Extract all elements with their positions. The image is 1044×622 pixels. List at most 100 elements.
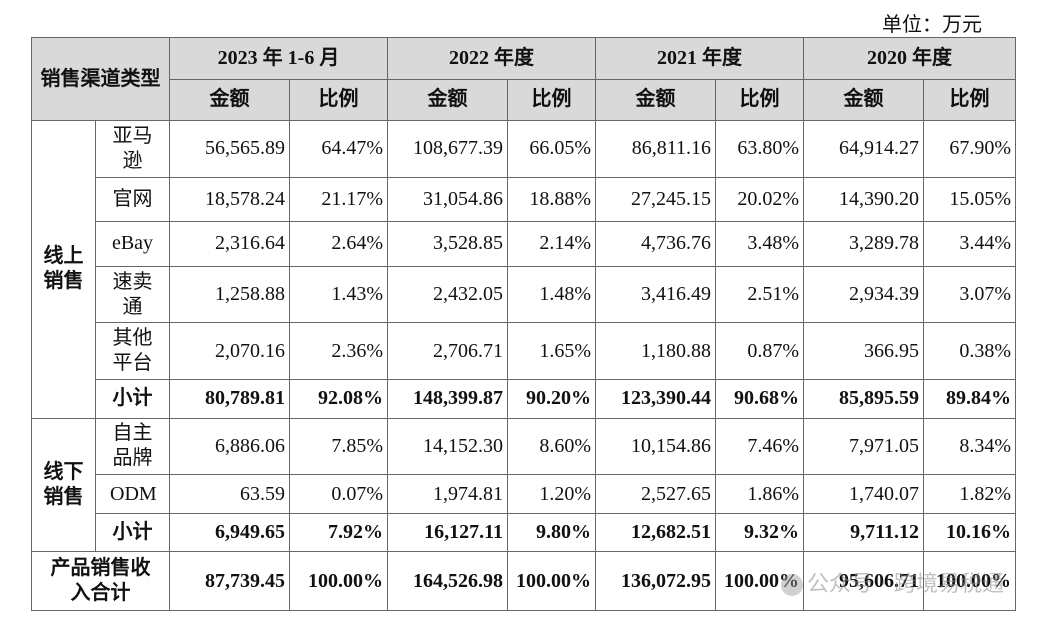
subtotal-row: 小计 80,789.81 92.08% 148,399.87 90.20% 123,390…	[32, 379, 1017, 419]
table-cell: 3.44%	[923, 221, 1017, 267]
table-cell: 2,934.39	[803, 265, 925, 324]
header-ratio: 比例	[923, 78, 1017, 121]
subtotal-cell: 16,127.11	[387, 512, 509, 553]
header-period: 2023 年 1-6 月	[168, 37, 389, 80]
channel-name: 其他平台	[95, 322, 170, 381]
subtotal-cell: 90.68%	[715, 379, 805, 419]
table-cell: 1.65%	[507, 322, 597, 381]
table-cell: 2,070.16	[169, 322, 290, 381]
table-cell: 2,527.65	[595, 474, 717, 514]
table-cell: 2.36%	[288, 322, 389, 381]
table-cell: 1.20%	[507, 474, 597, 514]
channel-name: 亚马逊	[95, 120, 170, 178]
table-cell: 1.82%	[923, 474, 1017, 514]
sales-channel-table: 销售渠道类型 2023 年 1-6 月 2022 年度 2021 年度 2020 年度金…	[31, 37, 1017, 611]
table-cell: 3,289.78	[803, 221, 925, 267]
subtotal-cell: 148,399.87	[387, 379, 509, 419]
group-label: 线下销售	[31, 417, 96, 553]
header-amount: 金额	[595, 78, 717, 121]
table-cell: 7.46%	[715, 417, 805, 476]
wechat-icon	[781, 574, 804, 596]
table-cell: 6,886.06	[169, 417, 290, 476]
table-cell: 1.48%	[507, 265, 597, 324]
total-label: 产品销售收入合计	[31, 551, 170, 611]
table-cell: 2,432.05	[387, 265, 509, 324]
table-cell: 2.64%	[288, 221, 389, 267]
header-period: 2022 年度	[387, 37, 597, 80]
subtotal-cell: 7.92%	[288, 512, 389, 553]
header-amount: 金额	[387, 78, 509, 121]
subtotal-row: 小计 6,949.65 7.92% 16,127.11 9.80% 12,682.51 9.…	[32, 512, 1017, 553]
header-period: 2020 年度	[803, 37, 1017, 80]
subtotal-cell: 10.16%	[923, 512, 1017, 553]
table-cell: 2,316.64	[169, 221, 290, 267]
total-cell: 164,526.98	[387, 551, 509, 611]
table-cell: 366.95	[803, 322, 925, 381]
table-cell: 1,740.07	[803, 474, 925, 514]
subtotal-cell: 123,390.44	[595, 379, 717, 419]
total-cell: 100.00%	[715, 551, 805, 611]
subtotal-label: 小计	[95, 379, 170, 419]
channel-name: 速卖通	[95, 265, 170, 324]
table-cell: 63.59	[169, 474, 290, 514]
header-ratio: 比例	[288, 78, 389, 121]
table-cell: 18.88%	[507, 176, 597, 223]
total-cell: 100.00%	[507, 551, 597, 611]
table-cell: 1,974.81	[387, 474, 509, 514]
header-amount: 金额	[803, 78, 925, 121]
table-cell: 2,706.71	[387, 322, 509, 381]
table-cell: 63.80%	[715, 120, 805, 178]
subtotal-cell: 80,789.81	[169, 379, 290, 419]
table-row: 速卖通 1,258.88 1.43% 2,432.05 1.48% 3,416.49 2.5…	[32, 265, 1017, 324]
table-cell: 1.86%	[715, 474, 805, 514]
subtotal-cell: 90.20%	[507, 379, 597, 419]
table-row: ODM 63.59 0.07% 1,974.81 1.20% 2,527.65 1.86% 1…	[32, 474, 1017, 514]
table-cell: 27,245.15	[595, 176, 717, 223]
subtotal-cell: 92.08%	[288, 379, 389, 419]
watermark-text: 公众号 · 跨境易税通	[807, 572, 1004, 597]
table-cell: 108,677.39	[387, 120, 509, 178]
subtotal-label: 小计	[95, 512, 170, 553]
total-cell: 87,739.45	[169, 551, 290, 611]
table-cell: 64.47%	[288, 120, 389, 178]
header-period: 2021 年度	[595, 37, 805, 80]
subtotal-cell: 9,711.12	[803, 512, 925, 553]
table-cell: 1.43%	[288, 265, 389, 324]
channel-name: 自主品牌	[95, 417, 170, 476]
table-cell: 3,416.49	[595, 265, 717, 324]
table-cell: 8.60%	[507, 417, 597, 476]
subtotal-cell: 12,682.51	[595, 512, 717, 553]
table-cell: 64,914.27	[803, 120, 925, 178]
header-channel: 销售渠道类型	[31, 37, 170, 121]
total-row: 产品销售收入合计 87,739.45 100.00% 164,526.98 100.00…	[31, 551, 1017, 611]
unit-label: 单位：万元	[882, 14, 982, 36]
table-cell: 21.17%	[288, 176, 389, 223]
header-subrow: 金额 比例 金额 比例 金额 比例 金额 比例	[32, 78, 1017, 121]
table-cell: 7.85%	[288, 417, 389, 476]
table-row: 线下销售 自主品牌 6,886.06 7.85% 14,152.30 8.60% 10,15…	[31, 417, 1017, 553]
header-row: 销售渠道类型 2023 年 1-6 月 2022 年度 2021 年度 2020 年度	[31, 37, 1017, 121]
table-cell: 18,578.24	[169, 176, 290, 223]
total-cell: 100.00%	[923, 551, 1017, 611]
subtotal-cell: 85,895.59	[803, 379, 925, 419]
table-cell: 0.87%	[715, 322, 805, 381]
table-cell: 3.48%	[715, 221, 805, 267]
table-cell: 0.38%	[923, 322, 1017, 381]
table-row: 其他平台 2,070.16 2.36% 2,706.71 1.65% 1,180.88 0.…	[32, 322, 1017, 381]
subtotal-cell: 6,949.65	[169, 512, 290, 553]
subtotal-cell: 9.80%	[507, 512, 597, 553]
table-cell: 56,565.89	[169, 120, 290, 178]
watermark: 公众号 · 跨境易税通	[781, 566, 1004, 598]
subtotal-cell: 9.32%	[715, 512, 805, 553]
table-cell: 86,811.16	[595, 120, 717, 178]
header-ratio: 比例	[715, 78, 805, 121]
subtotal-cell: 89.84%	[923, 379, 1017, 419]
table-cell: 14,390.20	[803, 176, 925, 223]
table-row: eBay 2,316.64 2.64% 3,528.85 2.14% 4,736.76 3.…	[32, 221, 1017, 267]
channel-name: ODM	[95, 474, 170, 514]
table-cell: 8.34%	[923, 417, 1017, 476]
table-cell: 0.07%	[288, 474, 389, 514]
table-cell: 66.05%	[507, 120, 597, 178]
table-cell: 31,054.86	[387, 176, 509, 223]
total-cell: 136,072.95	[595, 551, 717, 611]
